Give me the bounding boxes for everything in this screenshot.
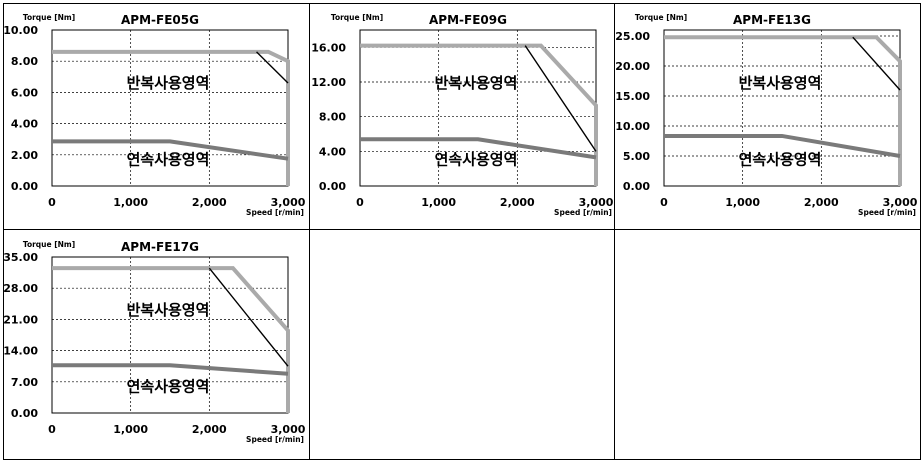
y-tick-label: 4.00 bbox=[11, 118, 38, 131]
y-tick-label: 28.00 bbox=[3, 282, 38, 295]
series-line-rated bbox=[360, 137, 597, 160]
series-line-rated bbox=[52, 363, 289, 376]
x-tick-label: 1,000 bbox=[113, 423, 148, 436]
torque-chart-apm-fe17g: APM-FE17G Torque [Nm] Speed [r/min] 0.00 7.0… bbox=[3, 240, 306, 444]
x-tick-label: 0 bbox=[48, 423, 56, 436]
series-line-peak bbox=[52, 49, 290, 186]
y-tick-label: 10.00 bbox=[3, 24, 38, 37]
x-tick-label: 1,000 bbox=[421, 196, 456, 209]
x-tick-label: 2,000 bbox=[804, 196, 839, 209]
y-axis-label: Torque [Nm] bbox=[331, 13, 383, 22]
y-tick-label: 12.00 bbox=[311, 76, 346, 89]
y-tick-label: 0.00 bbox=[623, 180, 650, 193]
torque-chart-apm-fe09g: APM-FE09G Torque [Nm] Speed [r/min] 0.00 4.0… bbox=[311, 13, 614, 217]
y-tick-label: 8.00 bbox=[11, 55, 38, 68]
x-tick-label: 2,000 bbox=[192, 423, 227, 436]
x-tick-label: 3,000 bbox=[579, 196, 614, 209]
y-tick-label: 21.00 bbox=[3, 313, 38, 326]
zone-label-repeated: 반복사용영역 bbox=[739, 74, 822, 92]
y-tick-label: 10.00 bbox=[615, 120, 650, 133]
y-tick-label: 5.00 bbox=[623, 150, 650, 163]
x-tick-label: 0 bbox=[356, 196, 364, 209]
x-axis-label: Speed [r/min] bbox=[554, 208, 612, 217]
x-tick-label: 1,000 bbox=[113, 196, 148, 209]
x-tick-label: 3,000 bbox=[883, 196, 918, 209]
zone-label-continuous: 연속사용영역 bbox=[435, 150, 518, 168]
series-line-peak bbox=[664, 35, 902, 186]
chart-grid-table bbox=[3, 3, 921, 460]
series-line-limit bbox=[256, 51, 289, 84]
x-axis-label: Speed [r/min] bbox=[858, 208, 916, 217]
y-tick-label: 25.00 bbox=[615, 30, 650, 43]
x-tick-label: 2,000 bbox=[192, 196, 227, 209]
y-tick-label: 0.00 bbox=[319, 180, 346, 193]
y-axis-label: Torque [Nm] bbox=[635, 13, 687, 22]
x-tick-label: 3,000 bbox=[271, 196, 306, 209]
x-tick-label: 2,000 bbox=[500, 196, 535, 209]
y-tick-label: 4.00 bbox=[319, 145, 346, 158]
table-divider-horizontal bbox=[4, 229, 920, 230]
chart-title: APM-FE09G bbox=[429, 13, 507, 27]
series-line-peak bbox=[52, 266, 290, 413]
series-line-rated bbox=[664, 133, 901, 158]
y-tick-label: 0.00 bbox=[11, 180, 38, 193]
y-tick-label: 16.00 bbox=[311, 41, 346, 54]
table-divider-vertical bbox=[309, 4, 310, 459]
x-tick-label: 0 bbox=[660, 196, 668, 209]
x-tick-label: 1,000 bbox=[725, 196, 760, 209]
y-tick-label: 6.00 bbox=[11, 86, 38, 99]
y-tick-label: 0.00 bbox=[11, 407, 38, 420]
y-tick-label: 7.00 bbox=[11, 376, 38, 389]
zone-label-continuous: 연속사용영역 bbox=[127, 377, 210, 395]
y-axis-label: Torque [Nm] bbox=[23, 240, 75, 249]
zone-label-continuous: 연속사용영역 bbox=[739, 150, 822, 168]
series-line-limit bbox=[524, 45, 597, 152]
y-tick-label: 35.00 bbox=[3, 251, 38, 264]
chart-title: APM-FE05G bbox=[121, 13, 199, 27]
y-tick-label: 8.00 bbox=[319, 111, 346, 124]
torque-chart-apm-fe05g: APM-FE05G Torque [Nm] Speed [r/min] 0.00 2.0… bbox=[3, 13, 306, 217]
zone-label-repeated: 반복사용영역 bbox=[435, 74, 518, 92]
y-tick-label: 14.00 bbox=[3, 345, 38, 358]
zone-label-repeated: 반복사용영역 bbox=[127, 74, 210, 92]
series-line-rated bbox=[52, 139, 289, 161]
zone-label-repeated: 반복사용영역 bbox=[127, 301, 210, 319]
chart-title: APM-FE17G bbox=[121, 240, 199, 254]
x-tick-label: 3,000 bbox=[271, 423, 306, 436]
x-tick-label: 0 bbox=[48, 196, 56, 209]
table-divider-vertical bbox=[614, 4, 615, 459]
y-axis-label: Torque [Nm] bbox=[23, 13, 75, 22]
y-tick-label: 20.00 bbox=[615, 60, 650, 73]
series-line-limit bbox=[208, 267, 289, 367]
chart-title: APM-FE13G bbox=[733, 13, 811, 27]
x-axis-label: Speed [r/min] bbox=[246, 435, 304, 444]
y-tick-label: 15.00 bbox=[615, 90, 650, 103]
zone-label-continuous: 연속사용영역 bbox=[127, 150, 210, 168]
series-line-peak bbox=[360, 43, 598, 186]
series-line-limit bbox=[852, 36, 901, 91]
x-axis-label: Speed [r/min] bbox=[246, 208, 304, 217]
y-tick-label: 2.00 bbox=[11, 149, 38, 162]
torque-chart-apm-fe13g: APM-FE13G Torque [Nm] Speed [r/min] 0.00 5.0… bbox=[615, 13, 918, 217]
